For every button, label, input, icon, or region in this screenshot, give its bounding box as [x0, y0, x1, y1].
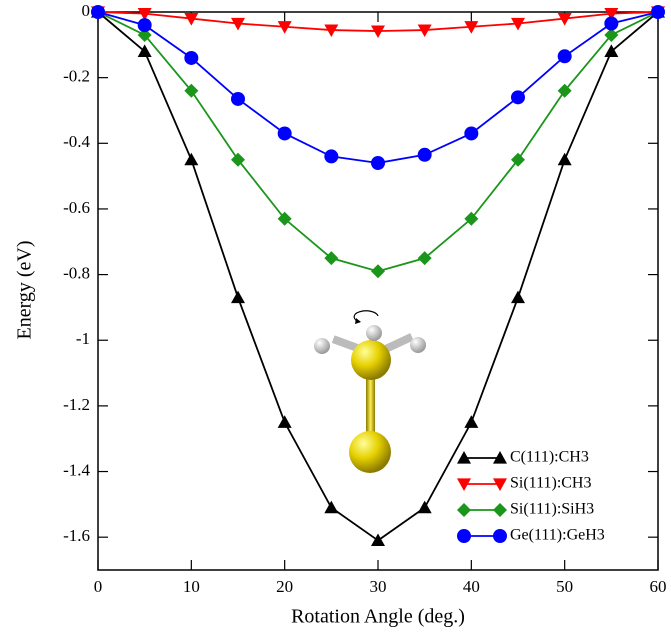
y-tick-label: -0.6	[63, 198, 90, 217]
data-point	[371, 25, 385, 39]
y-tick-label: -1.4	[63, 460, 90, 479]
data-point	[324, 500, 339, 514]
data-point	[231, 91, 245, 106]
x-tick-label: 50	[556, 577, 573, 596]
legend-marker	[493, 478, 507, 491]
legend-marker	[457, 451, 471, 464]
data-point	[184, 83, 199, 98]
data-point	[137, 27, 152, 42]
data-point	[324, 24, 339, 38]
y-axis-label: Energy (eV)	[14, 240, 36, 339]
data-point	[651, 5, 665, 19]
data-point	[137, 18, 152, 33]
data-point	[464, 21, 479, 34]
legend-marker	[493, 529, 507, 543]
data-point	[184, 12, 199, 26]
data-point	[464, 126, 479, 141]
data-point	[324, 149, 339, 164]
data-point	[604, 8, 619, 21]
data-point	[511, 290, 525, 304]
data-point	[231, 152, 245, 167]
molecule-illustration	[314, 310, 426, 473]
data-point	[557, 49, 572, 64]
legend-marker	[493, 503, 507, 517]
x-tick-label: 30	[370, 577, 387, 596]
data-point	[417, 24, 432, 38]
x-tick-label: 10	[183, 577, 200, 596]
data-point	[604, 44, 619, 57]
data-point	[557, 83, 572, 98]
legend-label: Si(111):SiH3	[510, 501, 594, 518]
data-point	[511, 152, 525, 167]
x-tick-label: 20	[276, 577, 293, 596]
legend-label: Ge(111):GeH3	[510, 527, 605, 544]
y-tick-label: -0.4	[63, 132, 90, 151]
y-tick-label: 0	[82, 1, 91, 20]
x-tick-label: 0	[94, 577, 103, 596]
legend-marker	[457, 529, 471, 543]
data-point	[277, 415, 292, 428]
legend-marker	[493, 451, 507, 464]
data-point	[324, 251, 339, 266]
x-axis-label: Rotation Angle (deg.)	[291, 606, 465, 628]
data-point	[231, 290, 245, 304]
data-point	[557, 152, 572, 166]
y-tick-label: -1.6	[63, 526, 90, 545]
data-point	[417, 500, 432, 514]
data-point	[511, 17, 525, 31]
data-point	[277, 21, 292, 34]
data-point	[417, 147, 432, 162]
data-point	[464, 211, 479, 226]
data-point	[557, 12, 572, 26]
data-point	[511, 90, 525, 105]
data-point	[371, 264, 385, 279]
legend-label: C(111):CH3	[510, 449, 589, 466]
legend-marker	[457, 503, 471, 517]
data-point	[604, 27, 619, 42]
data-point	[604, 16, 619, 31]
y-tick-label: -0.2	[63, 67, 90, 86]
y-tick-label: -0.8	[63, 263, 90, 282]
x-tick-label: 60	[650, 577, 667, 596]
data-point	[277, 126, 292, 141]
data-point	[277, 211, 292, 226]
y-tick-label: -1	[76, 329, 90, 348]
x-tick-label: 40	[463, 577, 480, 596]
data-point	[184, 50, 199, 65]
y-tick-label: -1.2	[63, 395, 90, 414]
data-point	[417, 251, 432, 266]
data-point	[184, 152, 199, 166]
legend-label: Si(111):CH3	[510, 475, 591, 492]
data-point	[91, 5, 105, 19]
data-point	[371, 155, 385, 170]
data-point	[137, 8, 152, 21]
data-point	[137, 44, 152, 57]
data-point	[464, 415, 479, 428]
legend-marker	[457, 478, 471, 491]
data-point	[371, 533, 385, 547]
data-point	[231, 17, 245, 31]
